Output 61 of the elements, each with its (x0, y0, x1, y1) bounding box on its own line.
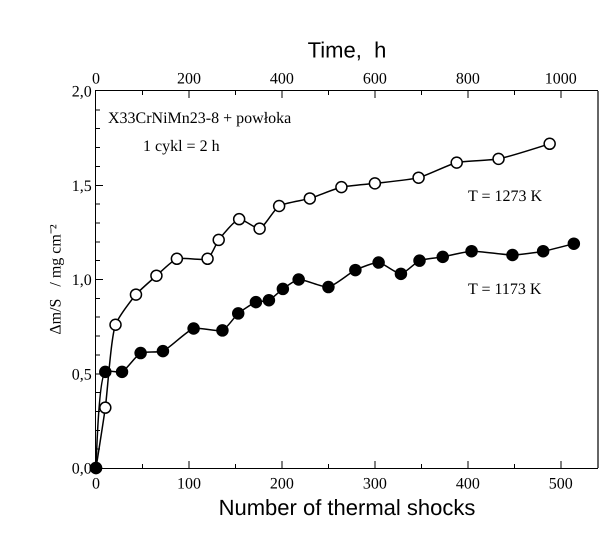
x2-tick-label: 400 (270, 70, 294, 88)
y-axis-title: Δm/S / mg cm⁻² (48, 224, 65, 335)
point (543, 138, 556, 150)
point (232, 307, 244, 320)
point (492, 152, 505, 166)
point (304, 192, 316, 205)
point (349, 264, 362, 276)
point (99, 401, 112, 414)
series-label: T = 1273 K (468, 188, 543, 205)
point (335, 180, 348, 194)
x-axis-title: Number of thermal shocks (218, 495, 476, 520)
point (536, 244, 550, 258)
x2-tick-label: 200 (176, 70, 201, 88)
point (436, 250, 449, 264)
point (116, 366, 128, 378)
point (109, 318, 122, 331)
y-tick-label: 1,0 (72, 272, 92, 290)
x2-tick-label: 600 (362, 70, 387, 88)
x-tick-label: 200 (270, 475, 294, 492)
point (262, 294, 276, 306)
point (216, 324, 229, 337)
point (232, 212, 246, 226)
point (568, 237, 580, 250)
point (187, 322, 200, 335)
point (99, 366, 112, 378)
point (413, 254, 426, 267)
x-tick-label: 500 (548, 475, 573, 492)
annotation: X33CrNiMn23-8 + powłoka (108, 110, 292, 127)
point (372, 256, 385, 269)
point (394, 268, 408, 280)
point (201, 252, 214, 266)
y-tick-label: 2,0 (72, 84, 92, 101)
point (322, 280, 335, 294)
series-label: T = 1173 K (468, 281, 542, 298)
annotation: 1 cykl = 2 h (143, 138, 220, 155)
point (272, 200, 286, 212)
point (292, 273, 305, 286)
x2-axis-title: Time, h (308, 37, 386, 62)
y-tick-label: 0,5 (72, 366, 92, 384)
x-tick-label: 300 (362, 475, 387, 492)
point (450, 156, 463, 169)
point (130, 288, 142, 301)
y-tick-label: 1,5 (72, 178, 92, 195)
x2-tick-label: 800 (456, 70, 480, 88)
x2-tick-label: 0 (92, 70, 100, 88)
x-tick-label: 400 (456, 475, 480, 492)
point (412, 171, 425, 184)
x-tick-label: 100 (176, 475, 201, 492)
point (134, 346, 147, 360)
x-tick-label: 0 (92, 475, 100, 492)
point (368, 177, 382, 190)
point (250, 296, 262, 308)
point (212, 234, 225, 246)
x2-tick-label: 1000 (544, 70, 577, 88)
point (276, 282, 290, 296)
point (465, 244, 478, 258)
point (506, 248, 519, 262)
point (253, 222, 266, 235)
point (170, 252, 184, 266)
point (156, 344, 170, 358)
point (150, 269, 163, 282)
